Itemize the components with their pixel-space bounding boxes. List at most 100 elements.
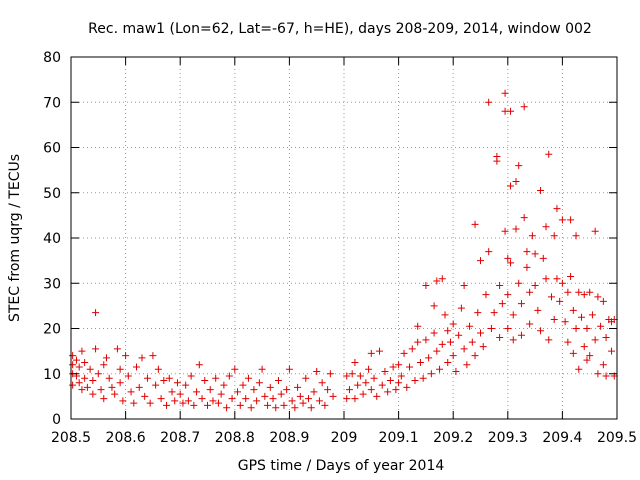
data-point [531, 250, 539, 258]
data-point [414, 322, 422, 330]
data-point [580, 291, 588, 299]
data-point [141, 392, 149, 400]
data-point [89, 390, 97, 398]
y-tick-label: 70 [43, 95, 61, 111]
data-point [119, 397, 127, 405]
x-tick-label: 209.3 [488, 430, 528, 446]
x-tick-label: 209.2 [433, 430, 473, 446]
data-point [201, 377, 209, 385]
x-tick-label: 209.4 [542, 430, 582, 446]
data-point [389, 363, 397, 371]
data-point [422, 336, 430, 344]
x-tick-label: 208.6 [106, 430, 146, 446]
data-point [280, 401, 288, 409]
data-point [111, 390, 119, 398]
y-tick-label: 80 [43, 50, 61, 66]
data-point [171, 397, 179, 405]
data-point [586, 352, 594, 360]
data-point [384, 388, 392, 396]
data-point [588, 311, 596, 319]
data-point [572, 325, 580, 332]
grid-lines [71, 57, 617, 419]
data-point [86, 365, 94, 373]
data-point [449, 352, 457, 360]
data-point [198, 395, 206, 403]
data-point [430, 302, 438, 310]
y-tick-labels: 0 10 20 30 40 50 60 70 80 [43, 50, 61, 428]
data-point [550, 232, 558, 240]
data-point [343, 372, 351, 380]
data-point [504, 325, 512, 332]
data-point [602, 334, 610, 342]
data-point [564, 288, 572, 296]
data-point [193, 388, 201, 396]
data-point [425, 354, 433, 362]
data-point [367, 349, 375, 357]
data-point [69, 361, 77, 369]
data-point [534, 306, 542, 314]
data-point [545, 336, 553, 344]
data-point [182, 381, 190, 389]
data-point [575, 365, 583, 373]
data-point [302, 374, 310, 382]
data-point [471, 352, 479, 360]
data-point [157, 395, 165, 403]
data-point [365, 365, 373, 373]
data-point [105, 374, 113, 382]
data-point [305, 395, 313, 403]
data-point [130, 399, 138, 407]
data-point [436, 365, 444, 373]
data-point [583, 325, 591, 332]
data-point [580, 343, 588, 351]
data-point [124, 372, 132, 380]
data-point [345, 386, 353, 394]
data-point [564, 338, 572, 346]
data-point [583, 356, 591, 364]
data-point [542, 275, 550, 283]
data-point [146, 399, 154, 407]
data-point [261, 392, 269, 400]
y-tick-label: 0 [52, 412, 61, 428]
data-point [537, 327, 545, 335]
y-tick-label: 20 [43, 322, 61, 338]
data-point [537, 186, 545, 194]
data-point [468, 338, 476, 346]
y-tick-label: 60 [43, 141, 61, 157]
data-point [209, 397, 217, 405]
data-point [288, 397, 296, 405]
data-point [509, 336, 517, 344]
data-point [578, 313, 586, 321]
data-point [258, 365, 266, 373]
data-point [75, 363, 83, 371]
data-point [250, 386, 258, 394]
data-point [326, 370, 334, 378]
data-point [154, 365, 162, 373]
data-point [204, 401, 211, 409]
data-point [381, 367, 389, 375]
data-point [515, 162, 523, 170]
data-points [69, 89, 618, 412]
data-point [392, 386, 400, 394]
x-tick-label: 209 [331, 430, 358, 446]
data-point [264, 401, 272, 409]
data-point [403, 383, 411, 391]
data-point [116, 365, 124, 373]
data-point [152, 381, 160, 389]
data-point [375, 347, 383, 355]
data-point [362, 379, 370, 387]
data-point [490, 309, 498, 317]
data-point [168, 388, 176, 396]
data-point [414, 338, 422, 346]
data-point [507, 259, 515, 267]
data-point [504, 291, 512, 299]
data-point [567, 272, 575, 280]
data-point [127, 388, 135, 396]
data-point [553, 275, 561, 283]
data-point [217, 390, 225, 398]
x-tick-label: 209.1 [379, 430, 419, 446]
data-point [373, 392, 381, 400]
data-point [419, 374, 427, 382]
data-point [236, 401, 244, 409]
data-point [195, 361, 203, 369]
data-point [460, 345, 468, 353]
